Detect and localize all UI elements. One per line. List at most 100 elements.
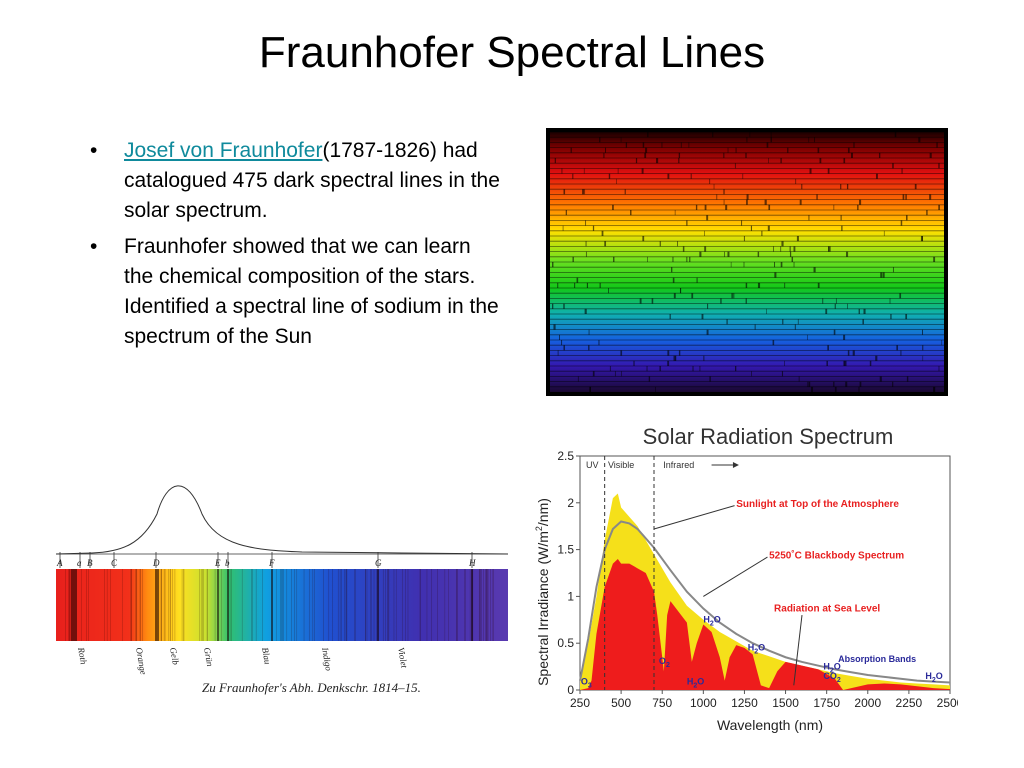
absorption-line: [892, 267, 894, 273]
absorption-line: [716, 194, 718, 200]
absorption-line: [733, 293, 735, 299]
absorption-line: [784, 282, 786, 288]
absorption-line: [858, 308, 860, 314]
absorption-line: [659, 366, 661, 372]
absorption-line: [570, 147, 572, 153]
absorption-line: [713, 184, 715, 190]
absorption-line: [612, 204, 614, 210]
absorption-line: [552, 303, 554, 309]
absorption-line: [669, 314, 671, 320]
absorption-line: [704, 230, 705, 236]
absorption-line: [682, 246, 685, 252]
absorption-line: [843, 334, 846, 340]
absorption-line: [572, 173, 574, 179]
absorption-line: [745, 298, 747, 304]
drawing-letter: D: [152, 558, 160, 568]
drawing-letter: b: [225, 558, 230, 568]
drawing-color-word: Roth: [76, 646, 89, 666]
absorption-line: [825, 308, 828, 314]
absorption-line: [616, 178, 617, 184]
absorption-line: [754, 324, 756, 330]
absorption-line: [900, 350, 902, 356]
absorption-line: [703, 355, 705, 361]
absorption-line: [667, 173, 670, 179]
absorption-line: [646, 366, 648, 372]
absorption-line: [833, 381, 835, 387]
absorption-line: [599, 282, 601, 288]
fraunhofer-link[interactable]: Josef von Fraunhofer: [124, 139, 323, 162]
region-label-infrared: Infrared: [663, 460, 694, 470]
absorption-line: [828, 246, 831, 252]
absorption-line: [603, 152, 605, 158]
absorption-line: [723, 199, 725, 205]
absorption-line: [766, 142, 769, 148]
absorption-line: [678, 152, 681, 158]
absorption-line: [680, 288, 682, 294]
absorption-line: [667, 350, 670, 356]
absorption-line: [914, 184, 917, 190]
chart-title: Solar Radiation Spectrum: [643, 424, 894, 449]
absorption-line: [557, 350, 559, 356]
bullet-item: • Fraunhofer showed that we can learn the…: [84, 232, 504, 352]
absorption-line: [585, 220, 587, 226]
absorption-line: [918, 137, 921, 143]
absorption-line: [659, 241, 661, 247]
absorption-line: [686, 220, 688, 226]
absorption-line: [929, 194, 932, 200]
series-blackbody: [579, 520, 951, 684]
absorption-line: [869, 360, 872, 366]
absorption-line: [565, 210, 567, 216]
annotation-blackbody: 5250˚C Blackbody Spectrum: [769, 549, 904, 561]
absorption-line: [853, 142, 855, 148]
absorption-line: [699, 251, 702, 257]
x-tick-label: 2250: [896, 696, 923, 710]
absorption-line: [844, 360, 847, 366]
x-tick-label: 2000: [854, 696, 881, 710]
absorption-line: [892, 381, 894, 387]
absorption-line: [656, 158, 659, 164]
absorption-line: [922, 329, 923, 335]
absorption-line: [751, 371, 752, 377]
absorption-line: [598, 340, 600, 346]
x-tick-label: 1000: [690, 696, 717, 710]
band-label-h2o: H2O: [703, 615, 720, 628]
absorption-line: [620, 371, 622, 377]
absorption-line: [789, 251, 792, 257]
absorption-line: [672, 277, 675, 283]
bullet-list: • Josef von Fraunhofer(1787-1826) had cat…: [84, 136, 504, 358]
absorption-line: [808, 381, 811, 387]
absorption-line: [592, 225, 595, 231]
absorption-line: [773, 246, 774, 252]
absorption-line: [799, 199, 802, 205]
annotation-top-of-atmosphere: Sunlight at Top of the Atmosphere: [736, 499, 899, 510]
band-label-o3: O3: [581, 676, 592, 689]
absorption-line: [814, 137, 815, 143]
absorption-line: [850, 152, 853, 158]
absorption-line: [588, 345, 590, 351]
absorption-line: [809, 168, 812, 174]
absorption-line: [770, 137, 772, 143]
region-label-uv: UV: [586, 460, 599, 470]
bullet-item: • Josef von Fraunhofer(1787-1826) had cat…: [84, 136, 504, 226]
absorption-line: [879, 376, 882, 382]
absorption-line: [883, 230, 885, 236]
absorption-line: [642, 142, 645, 148]
absorption-line: [834, 303, 836, 309]
region-label-visible: Visible: [608, 460, 634, 470]
absorption-line: [938, 163, 940, 169]
absorption-line: [672, 256, 674, 262]
absorption-line: [655, 386, 656, 392]
bullet-dot: •: [90, 139, 98, 162]
absorption-line: [880, 272, 883, 278]
absorption-line: [807, 381, 809, 387]
absorption-line: [933, 386, 936, 392]
absorption-line: [896, 345, 899, 351]
absorption-line: [613, 256, 615, 262]
absorption-line: [846, 251, 849, 257]
absorption-line: [808, 215, 810, 221]
absorption-line: [920, 236, 923, 242]
absorption-line: [846, 184, 849, 190]
absorption-line: [782, 319, 784, 325]
drawing-color-word: Blau: [260, 647, 273, 666]
absorption-line: [576, 277, 579, 283]
